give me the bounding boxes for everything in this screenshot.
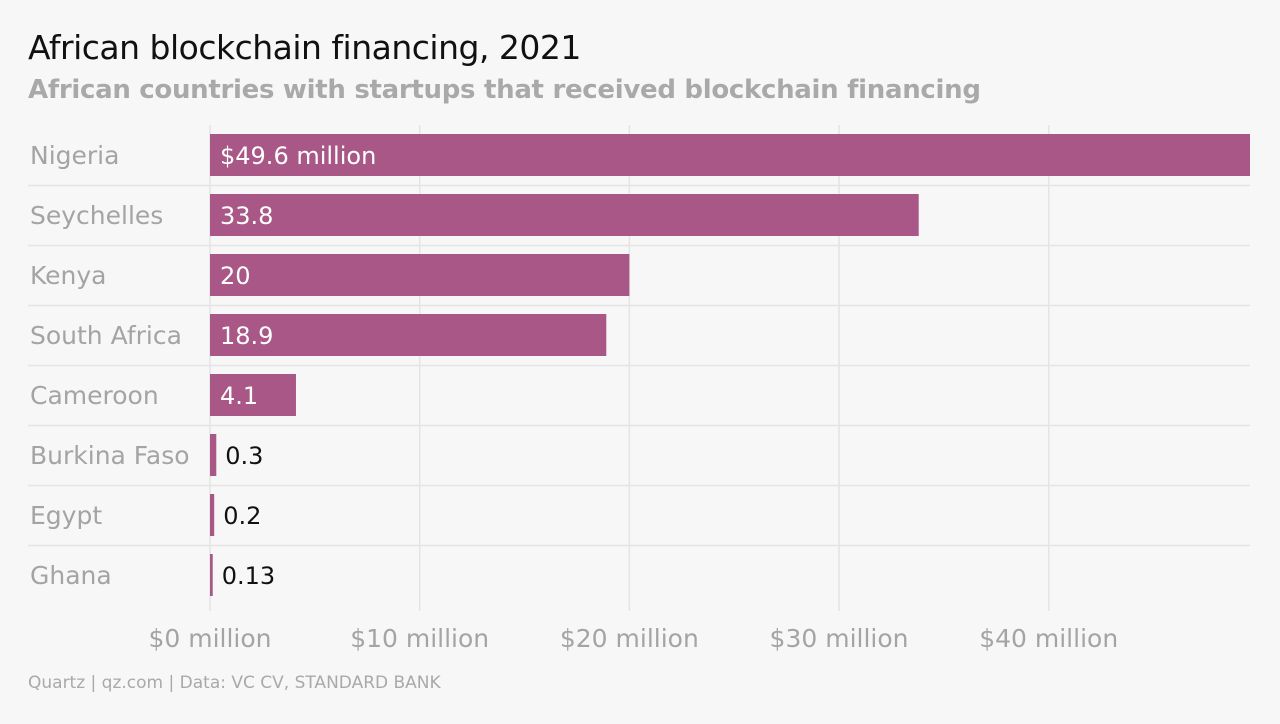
bar — [210, 134, 1250, 176]
data-label: 0.3 — [225, 442, 263, 470]
x-tick-label: $0 million — [148, 624, 271, 653]
data-label: $49.6 million — [220, 142, 376, 170]
data-label: 33.8 — [220, 202, 273, 230]
bar — [210, 434, 217, 476]
source-footer: Quartz | qz.com | Data: VC CV, STANDARD … — [28, 673, 441, 693]
category-label: Egypt — [30, 501, 102, 530]
bar — [210, 494, 215, 536]
data-label: 0.2 — [223, 502, 261, 530]
x-tick-label: $10 million — [350, 624, 489, 653]
bar — [210, 374, 296, 416]
bar — [210, 194, 919, 236]
x-tick-label: $40 million — [979, 624, 1118, 653]
category-label: Ghana — [30, 561, 112, 590]
data-label: 0.13 — [222, 562, 275, 590]
data-label: 4.1 — [220, 382, 258, 410]
category-label: Cameroon — [30, 381, 159, 410]
category-label: Seychelles — [30, 201, 163, 230]
chart-title: African blockchain financing, 2021 — [28, 28, 581, 67]
category-label: Burkina Faso — [30, 441, 190, 470]
data-label: 20 — [220, 262, 251, 290]
x-tick-label: $30 million — [770, 624, 909, 653]
x-tick-label: $20 million — [560, 624, 699, 653]
label-layer: $0 million $10 million $20 million $30 mill… — [30, 141, 1118, 653]
data-label: 18.9 — [220, 322, 273, 350]
grid-layer — [28, 125, 1250, 611]
bar — [210, 254, 630, 296]
category-label: Kenya — [30, 261, 107, 290]
chart-subtitle: African countries with startups that rec… — [28, 75, 981, 105]
category-label: South Africa — [30, 321, 182, 350]
category-label: Nigeria — [30, 141, 119, 170]
bar — [210, 314, 607, 356]
bar-layer — [210, 134, 1250, 596]
bar — [210, 554, 213, 596]
